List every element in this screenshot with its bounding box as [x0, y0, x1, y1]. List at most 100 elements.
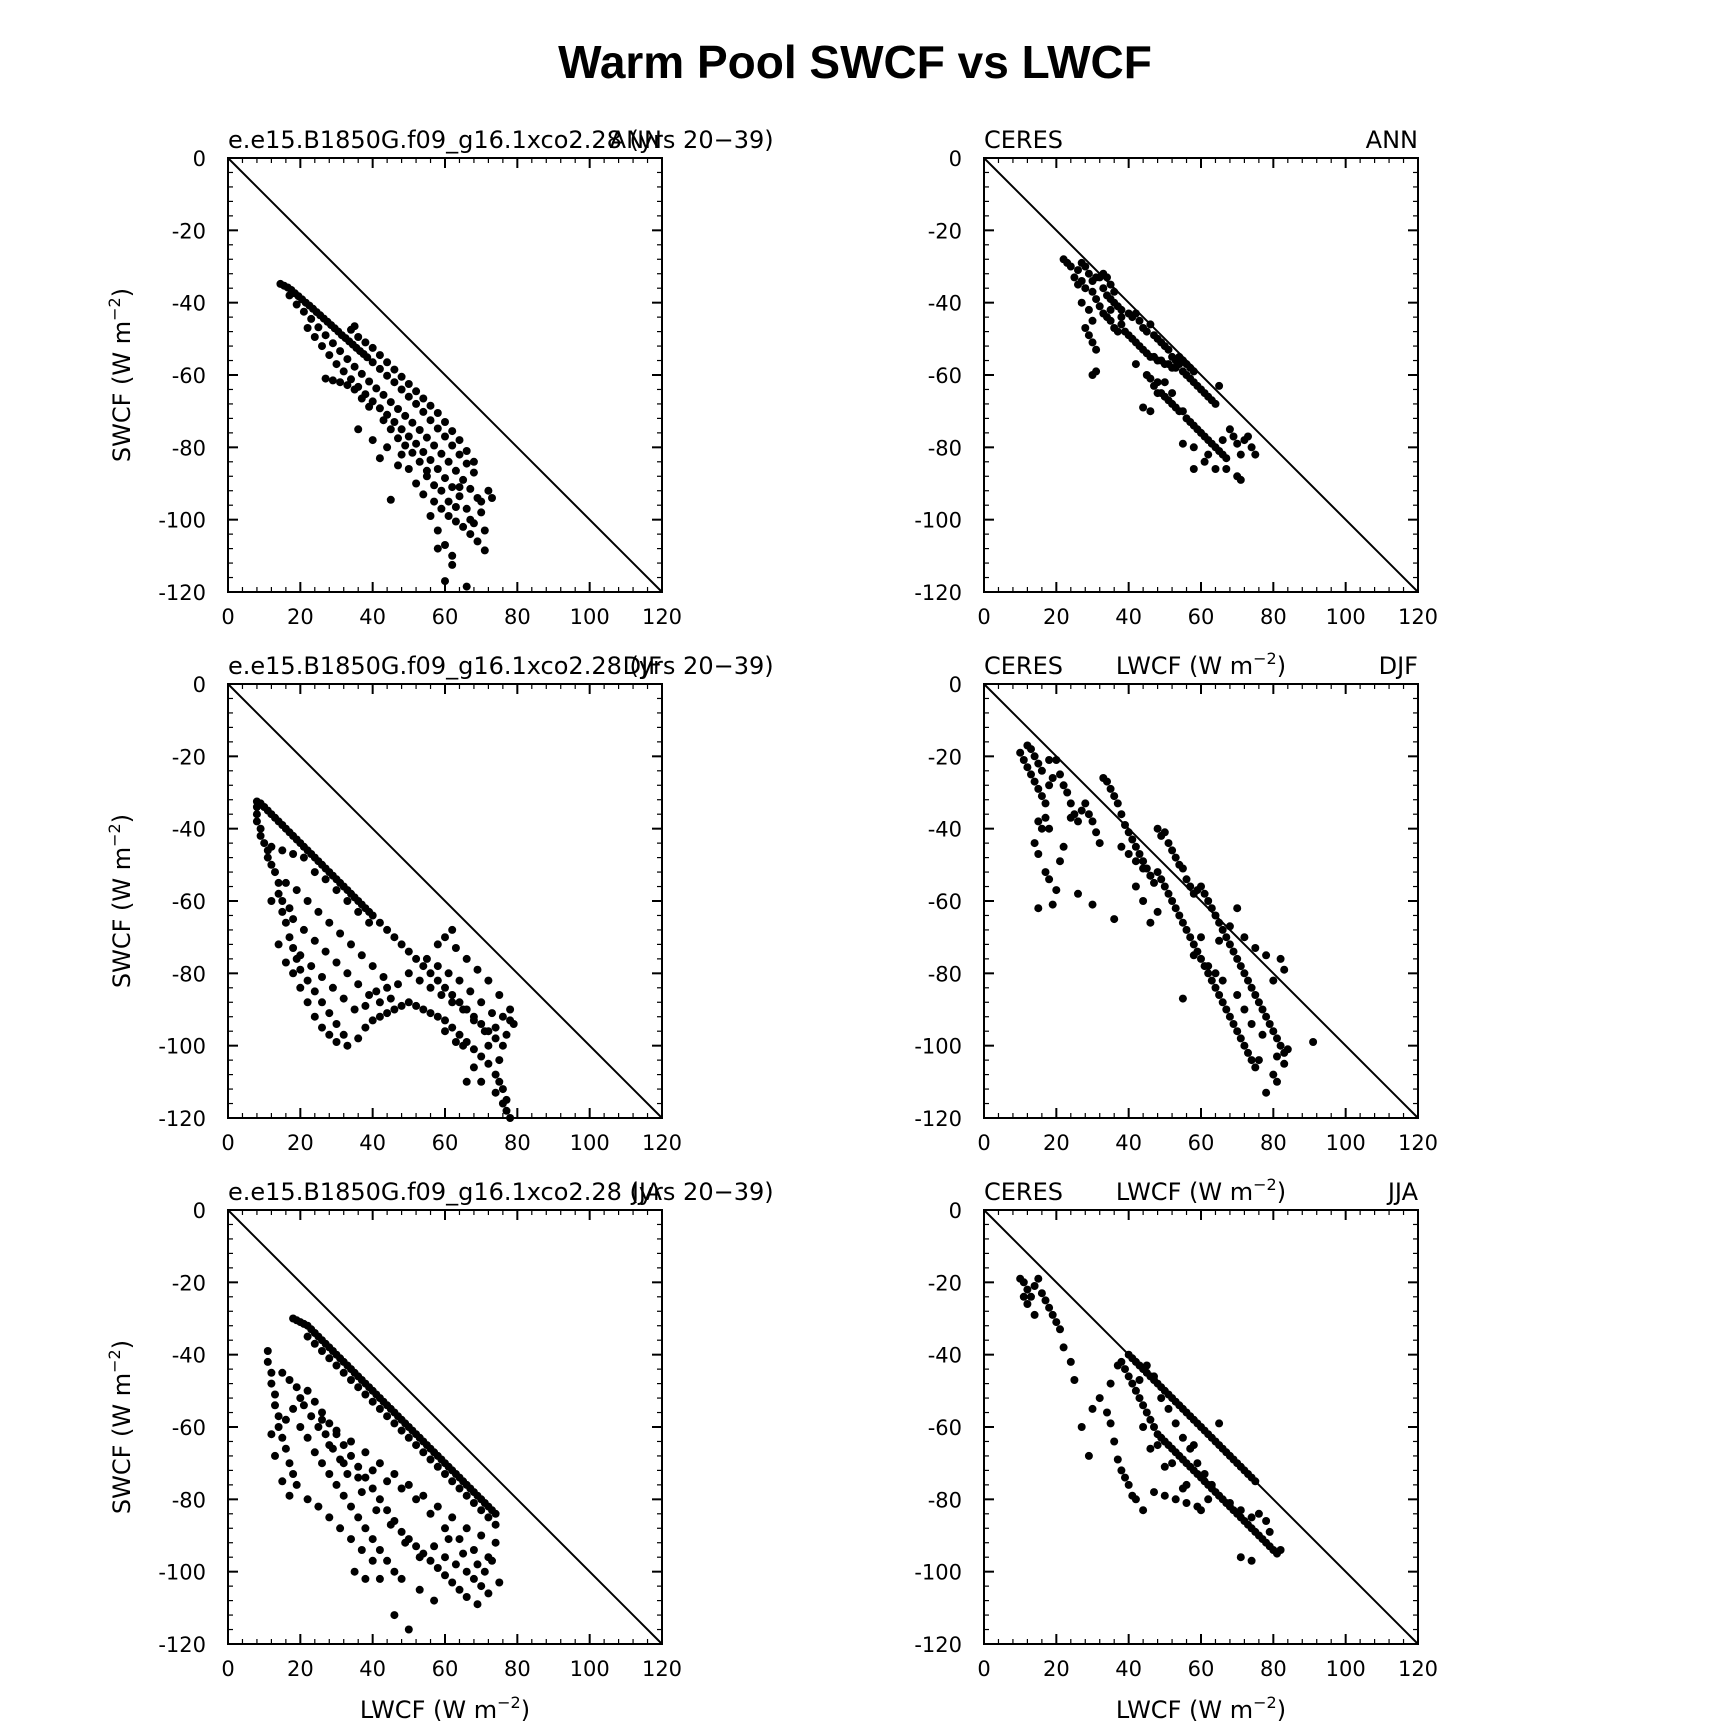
data-point: [1121, 1473, 1129, 1482]
data-point: [289, 944, 298, 952]
data-point: [357, 1488, 366, 1497]
data-point: [379, 973, 388, 981]
data-point: [310, 1397, 319, 1406]
data-point: [1204, 962, 1213, 971]
data-point: [404, 432, 413, 441]
data-point: [310, 936, 319, 945]
data-point: [1153, 1441, 1162, 1450]
data-point: [1160, 378, 1169, 387]
y-tick-label: -80: [172, 1488, 206, 1512]
data-point: [1262, 1012, 1271, 1021]
data-point: [1106, 784, 1115, 793]
data-point: [1023, 1300, 1032, 1308]
data-point: [451, 1038, 460, 1046]
data-point: [1070, 273, 1079, 282]
data-point: [318, 1415, 326, 1424]
data-point: [1056, 1325, 1064, 1334]
data-point: [1066, 813, 1075, 822]
data-point: [1124, 1372, 1133, 1381]
data-point: [1247, 1513, 1256, 1522]
data-point: [1222, 454, 1231, 463]
data-point: [495, 1578, 504, 1587]
data-point: [455, 976, 464, 985]
panel-left-title: CERES: [984, 652, 1063, 680]
data-point: [321, 374, 330, 383]
data-point: [477, 1077, 486, 1086]
data-point: [491, 1509, 500, 1518]
panel-center-title-sup: −2: [1253, 1175, 1277, 1194]
data-point: [1088, 900, 1097, 909]
data-point: [354, 1473, 363, 1482]
data-point: [390, 1419, 399, 1428]
data-point: [314, 1423, 323, 1431]
data-point: [397, 1426, 406, 1435]
y-tick-label: -100: [158, 509, 206, 533]
data-point: [390, 1470, 399, 1478]
data-point: [1244, 976, 1252, 985]
data-point: [412, 1441, 421, 1450]
data-point: [372, 1506, 381, 1515]
data-point: [281, 1444, 290, 1453]
data-point: [281, 958, 290, 967]
data-point: [1247, 1020, 1256, 1028]
data-point: [1041, 813, 1050, 822]
y-axis-label-main: SWCF (W m: [108, 321, 136, 462]
data-point: [332, 886, 341, 895]
data-point: [1258, 1005, 1267, 1014]
data-point: [350, 385, 359, 394]
y-tick-label: -120: [914, 1633, 962, 1657]
data-point: [1023, 763, 1032, 772]
x-tick-label: 120: [642, 605, 682, 629]
y-tick-label: 0: [949, 1199, 962, 1223]
data-point: [1189, 1441, 1198, 1450]
data-point: [1124, 1480, 1133, 1489]
data-point: [354, 1034, 363, 1043]
data-point: [303, 976, 312, 985]
data-point: [441, 933, 449, 942]
data-point: [1092, 367, 1101, 376]
data-point: [1016, 748, 1025, 757]
data-point: [1052, 756, 1061, 764]
data-point: [1113, 327, 1122, 336]
data-point: [1160, 1491, 1169, 1500]
data-point: [1204, 897, 1213, 905]
data-point: [1059, 842, 1068, 851]
data-point: [343, 381, 352, 390]
data-point: [437, 449, 446, 458]
data-point: [1146, 374, 1155, 383]
data-point: [477, 508, 486, 517]
data-point: [1056, 770, 1064, 779]
data-point: [252, 803, 261, 811]
data-point: [296, 1423, 305, 1431]
data-point: [484, 1059, 493, 1068]
data-point: [383, 1506, 392, 1515]
data-point: [444, 1535, 453, 1544]
data-point: [1273, 1077, 1281, 1086]
data-point: [441, 577, 449, 586]
data-point: [1215, 1419, 1224, 1428]
data-point: [383, 1412, 392, 1421]
y-tick-label: -20: [172, 1271, 206, 1295]
data-point: [1103, 777, 1111, 786]
data-point: [386, 994, 395, 1003]
data-point: [321, 875, 330, 884]
y-tick-label: -40: [172, 818, 206, 842]
data-point: [375, 454, 384, 463]
data-point: [361, 1023, 370, 1032]
data-point: [1095, 839, 1104, 848]
data-point: [390, 1611, 399, 1620]
data-point: [363, 353, 372, 362]
data-point: [281, 918, 290, 927]
x-axis-label: LWCF (W m−2): [360, 1693, 530, 1724]
data-point: [307, 1412, 316, 1421]
data-point: [368, 1016, 377, 1025]
data-point: [1037, 766, 1046, 775]
data-point: [1019, 1278, 1028, 1287]
data-point: [332, 360, 341, 369]
data-point: [451, 466, 460, 475]
data-point: [1262, 1517, 1271, 1525]
data-point: [1283, 1045, 1292, 1054]
data-point: [1142, 1361, 1151, 1370]
data-point: [462, 1077, 471, 1086]
data-point: [426, 1009, 435, 1018]
